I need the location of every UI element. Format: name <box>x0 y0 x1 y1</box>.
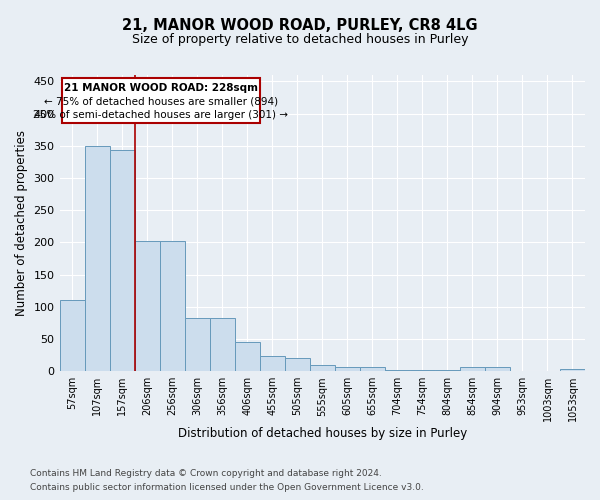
Bar <box>560 368 585 371</box>
Text: Contains public sector information licensed under the Open Government Licence v3: Contains public sector information licen… <box>30 484 424 492</box>
Text: Size of property relative to detached houses in Purley: Size of property relative to detached ho… <box>132 32 468 46</box>
Title: 21, MANOR WOOD ROAD, PURLEY, CR8 4LG
Size of property relative to detached house: 21, MANOR WOOD ROAD, PURLEY, CR8 4LG Siz… <box>0 499 1 500</box>
X-axis label: Distribution of detached houses by size in Purley: Distribution of detached houses by size … <box>178 427 467 440</box>
Bar <box>59 300 85 371</box>
Bar <box>460 366 485 371</box>
Bar <box>260 356 285 371</box>
Bar <box>85 146 110 371</box>
Bar <box>62 78 260 124</box>
Text: Contains HM Land Registry data © Crown copyright and database right 2024.: Contains HM Land Registry data © Crown c… <box>30 468 382 477</box>
Bar <box>310 366 335 371</box>
Bar <box>110 150 134 371</box>
Text: 21 MANOR WOOD ROAD: 228sqm: 21 MANOR WOOD ROAD: 228sqm <box>64 83 258 93</box>
Bar <box>285 358 310 371</box>
Bar <box>510 370 535 371</box>
Bar <box>160 241 185 371</box>
Bar <box>235 342 260 371</box>
Bar <box>360 368 385 371</box>
Bar <box>134 241 160 371</box>
Bar <box>485 366 510 371</box>
Bar <box>435 370 460 371</box>
Bar <box>185 318 209 371</box>
Bar <box>335 366 360 371</box>
Bar <box>209 318 235 371</box>
Bar <box>385 370 410 371</box>
Text: ← 75% of detached houses are smaller (894): ← 75% of detached houses are smaller (89… <box>44 96 278 106</box>
Text: 25% of semi-detached houses are larger (301) →: 25% of semi-detached houses are larger (… <box>34 110 289 120</box>
Y-axis label: Number of detached properties: Number of detached properties <box>15 130 28 316</box>
Bar <box>535 370 560 371</box>
Bar <box>410 370 435 371</box>
Text: 21, MANOR WOOD ROAD, PURLEY, CR8 4LG: 21, MANOR WOOD ROAD, PURLEY, CR8 4LG <box>122 18 478 32</box>
